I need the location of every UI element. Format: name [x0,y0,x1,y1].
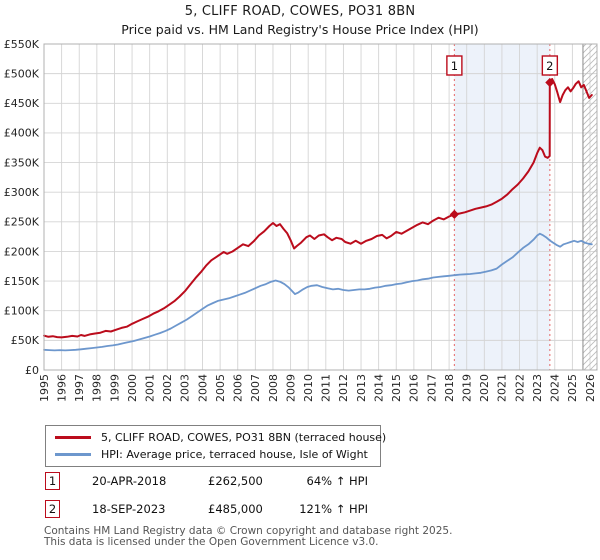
svg-text:2007: 2007 [249,374,262,402]
sale-annotation-row: 2 18-SEP-2023 £485,000 121% ↑ HPI [45,500,368,520]
svg-text:1999: 1999 [108,374,121,402]
svg-text:2023: 2023 [531,374,544,402]
svg-text:£150K: £150K [4,275,40,288]
svg-text:2016: 2016 [408,374,421,402]
svg-text:2014: 2014 [372,374,385,402]
svg-text:2025: 2025 [566,374,579,402]
sale-marker-flag: 2 [541,55,559,76]
sale-price: £485,000 [208,502,263,516]
sale-vs-hpi: 121% ↑ HPI [299,502,368,516]
svg-text:2012: 2012 [337,374,350,402]
chart-title: 5, CLIFF ROAD, COWES, PO31 8BN [184,4,416,19]
svg-text:2024: 2024 [549,374,562,402]
legend-item-label: HPI: Average price, terraced house, Isle… [101,448,368,461]
svg-text:2: 2 [546,59,553,73]
hpi-average-line [43,232,593,352]
svg-text:£550K: £550K [4,38,40,51]
svg-text:2026: 2026 [584,374,597,402]
svg-text:1: 1 [451,59,458,73]
footer-line: Contains HM Land Registry data © Crown c… [44,525,453,537]
svg-text:2001: 2001 [143,374,156,402]
legend-item-property: 5, CLIFF ROAD, COWES, PO31 8BN (terraced… [55,431,386,444]
sale-number-badge: 2 [45,500,60,518]
price-chart-canvas: 1 2 £0 £50K £100K £150K £200K £250K £300K £350K £4… [4,38,598,402]
svg-text:2021: 2021 [496,374,509,402]
legend-item-label: 5, CLIFF ROAD, COWES, PO31 8BN (terraced… [101,431,387,444]
legend-item-hpi: HPI: Average price, terraced house, Isle… [55,448,372,461]
svg-text:£400K: £400K [4,127,40,140]
svg-text:£0: £0 [25,364,39,377]
property-price-line [43,78,593,339]
svg-text:2002: 2002 [161,374,174,402]
chart-subtitle: Price paid vs. HM Land Registry's House … [121,22,479,37]
footer-line: This data is licensed under the Open Gov… [44,536,379,548]
sale-vs-hpi: 64% ↑ HPI [306,474,368,488]
sale-date: 20-APR-2018 [92,474,167,488]
license-footer: Contains HM Land Registry data © Crown c… [44,526,452,548]
svg-text:2015: 2015 [390,374,403,402]
y-axis-labels: £0 £50K £100K £150K £200K £250K £300K £350K £400… [4,38,40,377]
future-hatch-region [582,44,597,370]
sale-number-badge: 1 [45,472,60,490]
svg-text:£250K: £250K [4,216,40,229]
sale-point-diamond [545,77,555,88]
svg-text:2003: 2003 [179,374,192,402]
svg-text:2004: 2004 [196,374,209,402]
svg-text:£200K: £200K [4,245,40,258]
svg-text:2009: 2009 [284,374,297,402]
svg-text:2022: 2022 [513,374,526,402]
svg-text:£300K: £300K [4,186,40,199]
chart-legend: 5, CLIFF ROAD, COWES, PO31 8BN (terraced… [45,425,386,467]
svg-text:1995: 1995 [38,374,51,402]
svg-text:2020: 2020 [478,374,491,402]
svg-text:£100K: £100K [4,305,40,318]
svg-text:2008: 2008 [267,374,280,402]
svg-text:2000: 2000 [126,374,139,402]
sale-date: 18-SEP-2023 [92,502,166,516]
svg-text:2005: 2005 [214,374,227,402]
svg-text:£50K: £50K [11,334,40,347]
svg-text:1996: 1996 [55,374,68,402]
x-axis-labels: 1995 1996 1997 1998 1999 2000 2001 2002 2003 2004… [38,374,597,402]
sale-annotation-row: 1 20-APR-2018 £262,500 64% ↑ HPI [45,472,368,492]
svg-text:2013: 2013 [355,374,368,402]
plot-border [43,43,598,371]
svg-text:2018: 2018 [443,374,456,402]
svg-text:2017: 2017 [425,374,438,402]
sale-point-diamond [449,209,459,220]
svg-text:2010: 2010 [302,374,315,402]
blue-line-swatch-icon [55,453,91,456]
svg-text:2006: 2006 [232,374,245,402]
svg-text:1997: 1997 [73,374,86,402]
sale-price: £262,500 [208,474,263,488]
svg-text:£350K: £350K [4,156,40,169]
svg-text:1998: 1998 [91,374,104,402]
svg-text:2019: 2019 [461,374,474,402]
sale-marker-flag: 1 [446,55,463,76]
svg-text:2011: 2011 [320,374,333,402]
svg-text:£450K: £450K [4,97,40,110]
red-line-swatch-icon [55,436,91,439]
svg-text:£500K: £500K [4,67,40,80]
